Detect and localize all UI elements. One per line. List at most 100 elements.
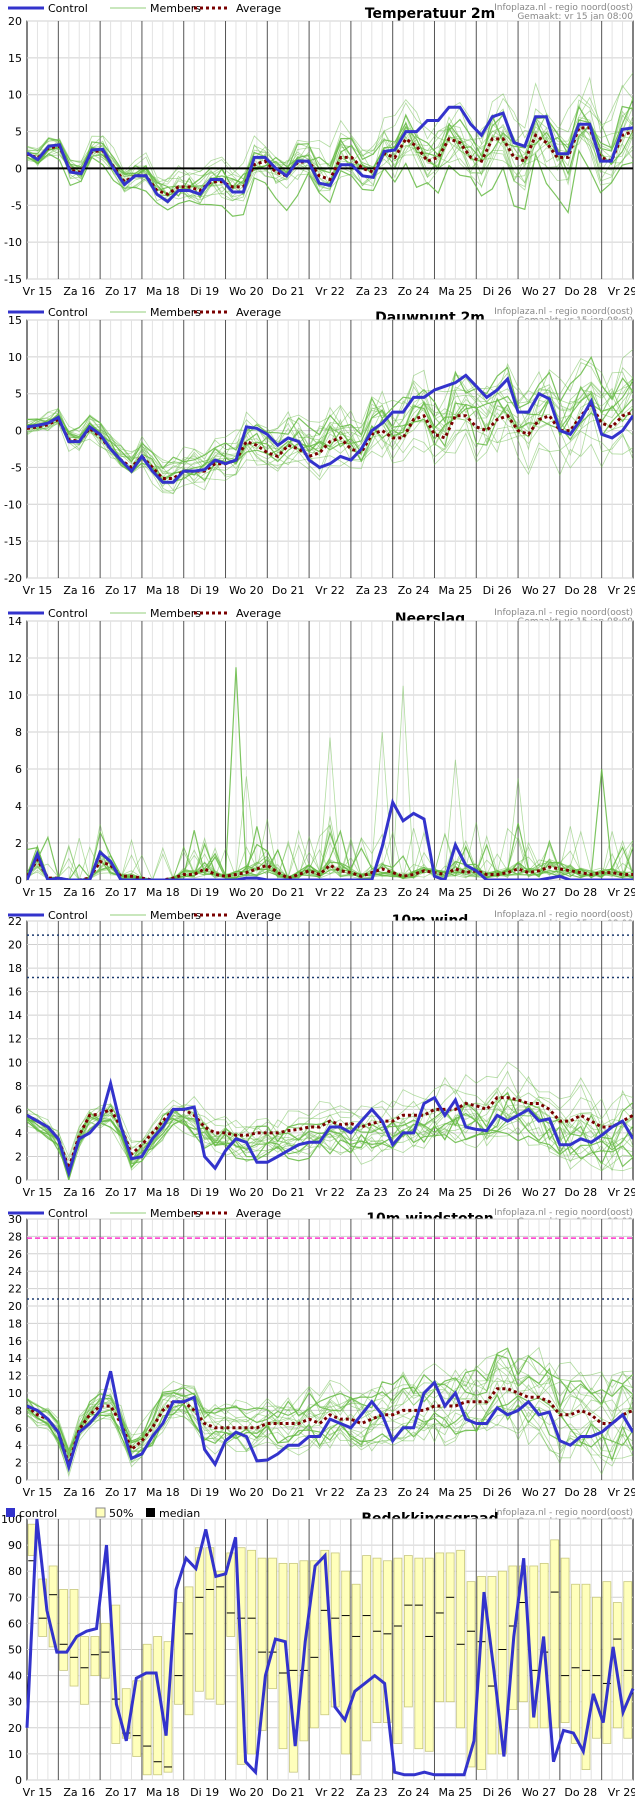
- y-tick-label: 10: [8, 1056, 22, 1069]
- y-tick-label: 26: [8, 1248, 22, 1261]
- y-tick-label: 2: [15, 1457, 22, 1470]
- y-tick-label: 6: [15, 1103, 22, 1116]
- legend-band-label: 50%: [109, 1507, 133, 1520]
- legend-members-label: Members: [150, 306, 201, 319]
- y-tick-label: 0: [15, 1774, 22, 1787]
- member-line: [27, 124, 633, 204]
- y-tick-label: 10: [8, 1748, 22, 1761]
- y-tick-label: 10: [8, 89, 22, 102]
- band-bar: [571, 1583, 580, 1744]
- x-tick-label: Vr 15: [23, 1786, 53, 1799]
- member-line: [27, 1410, 633, 1474]
- x-tick-label: Za 23: [356, 886, 388, 899]
- y-tick-label: 18: [8, 962, 22, 975]
- member-line: [27, 1117, 633, 1180]
- x-tick-label: Za 23: [356, 1786, 388, 1799]
- y-tick-label: 22: [8, 915, 22, 928]
- y-tick-label: 0: [15, 162, 22, 175]
- series-layer: [27, 667, 633, 880]
- x-tick-label: Ma 18: [146, 1186, 180, 1199]
- y-tick-label: 10: [8, 351, 22, 364]
- x-tick-label: Vr 15: [23, 1486, 53, 1499]
- member-line: [27, 1405, 633, 1478]
- x-tick-label: Vr 29: [608, 886, 635, 899]
- x-tick-label: Di 26: [483, 285, 512, 298]
- y-tick-label: 12: [8, 1033, 22, 1046]
- band-bar: [393, 1557, 403, 1744]
- band-bar: [59, 1589, 68, 1671]
- x-tick-label: Do 28: [564, 285, 597, 298]
- y-tick-label: 0: [15, 425, 22, 438]
- control-line: [27, 1077, 633, 1179]
- legend-members-label: Members: [150, 909, 201, 922]
- band-bar: [403, 1555, 413, 1708]
- y-tick-label: -10: [4, 236, 22, 249]
- x-tick-label: Za 16: [63, 584, 95, 597]
- average-line: [27, 856, 633, 880]
- x-tick-label: Wo 20: [229, 886, 263, 899]
- x-tick-label: Zo 17: [105, 1486, 137, 1499]
- y-tick-label: 15: [8, 52, 22, 65]
- y-tick-label: 5: [15, 388, 22, 401]
- band-bar: [184, 1586, 194, 1716]
- x-tick-label: Ma 25: [439, 584, 473, 597]
- x-tick-label: Vr 15: [23, 584, 53, 597]
- band-bar: [80, 1636, 89, 1705]
- band-bar: [414, 1557, 424, 1750]
- band-bar: [550, 1539, 560, 1729]
- y-tick-label: 10: [8, 689, 22, 702]
- source-label: Infoplaza.nl - regio noord(oost): [494, 1208, 633, 1218]
- x-tick-label: Do 28: [564, 1786, 597, 1799]
- x-tick-label: Di 19: [190, 1186, 219, 1199]
- x-tick-label: Wo 27: [522, 584, 556, 597]
- average-line: [27, 1096, 633, 1173]
- y-tick-label: 0: [15, 1474, 22, 1487]
- band-bar: [623, 1581, 633, 1739]
- x-tick-label: Vr 29: [608, 1486, 635, 1499]
- x-tick-label: Vr 22: [315, 285, 345, 298]
- x-tick-label: Vr 22: [315, 886, 345, 899]
- band-bar: [309, 1560, 319, 1729]
- x-tick-label: Do 21: [272, 285, 305, 298]
- y-tick-label: 16: [8, 1335, 22, 1348]
- legend-control-label: Control: [48, 1207, 88, 1220]
- x-tick-label: Ma 25: [439, 1786, 473, 1799]
- x-tick-label: Zo 24: [398, 584, 430, 597]
- x-tick-label: Vr 22: [315, 584, 345, 597]
- chart-title: Temperatuur 2m: [365, 6, 495, 22]
- x-tick-label: Do 21: [272, 1186, 305, 1199]
- legend-members-label: Members: [150, 1207, 201, 1220]
- legend-median-label: median: [159, 1507, 200, 1520]
- legend-average-label: Average: [236, 2, 281, 15]
- control-line: [27, 105, 633, 204]
- y-tick-label: -5: [11, 461, 22, 474]
- x-tick-label: Wo 20: [229, 285, 263, 298]
- x-tick-label: Di 26: [483, 1486, 512, 1499]
- y-tick-label: 8: [15, 726, 22, 739]
- x-tick-label: Di 26: [483, 1186, 512, 1199]
- band-bar: [424, 1557, 434, 1752]
- x-tick-label: Vr 29: [608, 1786, 635, 1799]
- x-tick-label: Di 19: [190, 285, 219, 298]
- y-tick-label: 4: [15, 1439, 22, 1452]
- legend-control-label: Control: [48, 909, 88, 922]
- y-tick-label: 50: [8, 1644, 22, 1657]
- y-tick-label: 2: [15, 837, 22, 850]
- y-tick-label: 70: [8, 1591, 22, 1604]
- source-label: Infoplaza.nl - regio noord(oost): [494, 3, 633, 13]
- x-tick-label: Vr 15: [23, 285, 53, 298]
- y-tick-label: 14: [8, 1009, 22, 1022]
- x-tick-label: Di 19: [190, 886, 219, 899]
- y-tick-label: 10: [8, 1387, 22, 1400]
- x-tick-label: Vr 15: [23, 886, 53, 899]
- source-label: Infoplaza.nl - regio noord(oost): [494, 910, 633, 920]
- y-tick-label: 14: [8, 1352, 22, 1365]
- member-line: [27, 361, 633, 464]
- legend-average-label: Average: [236, 306, 281, 319]
- y-tick-label: 15: [8, 314, 22, 327]
- band-bar: [435, 1552, 445, 1703]
- x-tick-label: Za 23: [356, 285, 388, 298]
- x-tick-label: Zo 24: [398, 285, 430, 298]
- control-line: [27, 373, 633, 484]
